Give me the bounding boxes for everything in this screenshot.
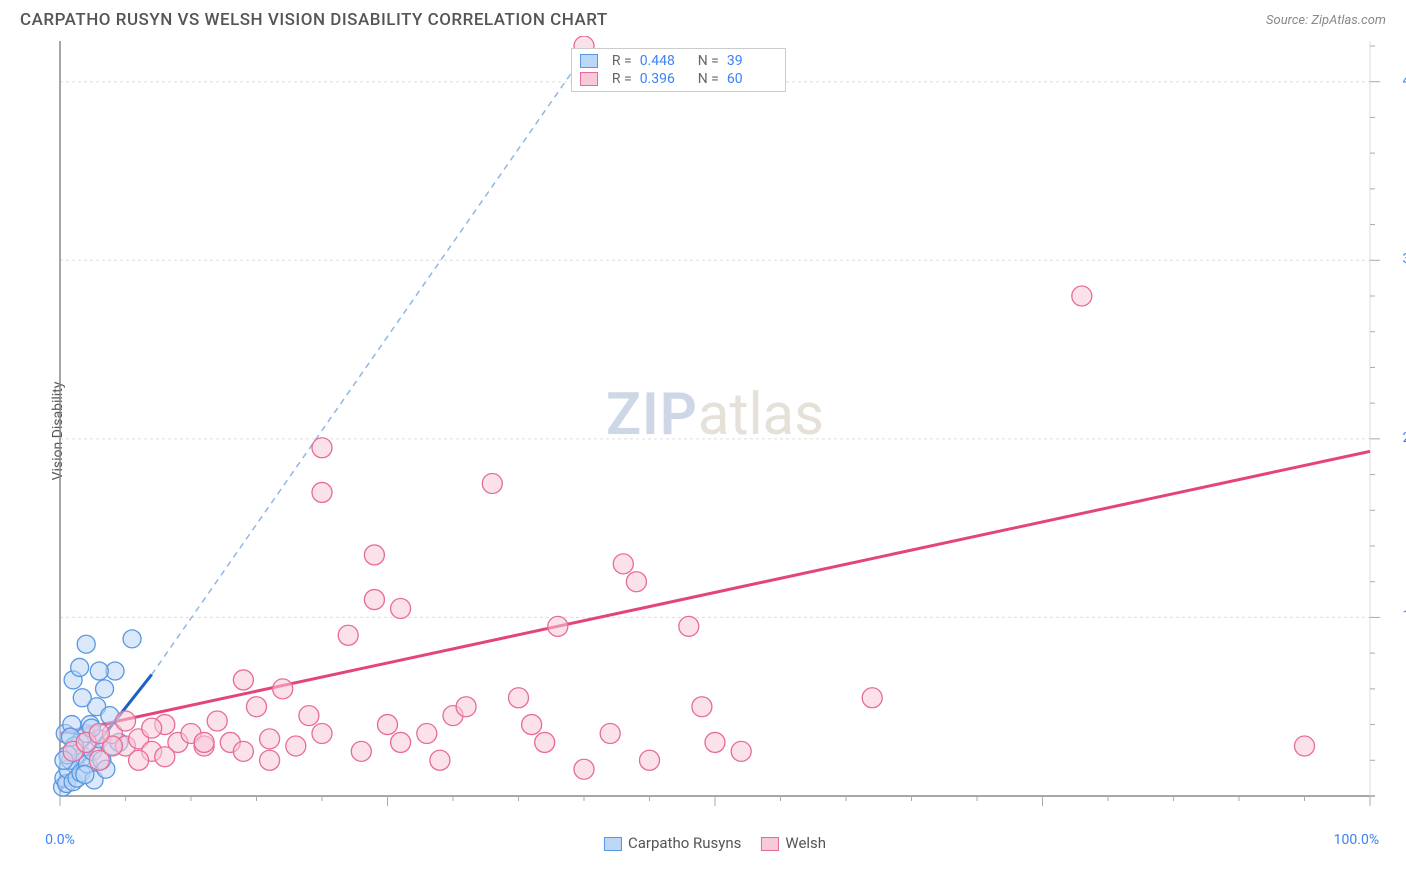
info-row: R = 0.396 N = 60	[580, 71, 777, 87]
legend-label: Carpatho Rusyns	[628, 834, 741, 852]
scatter-plot	[50, 36, 1380, 826]
r-value: 0.396	[640, 71, 690, 87]
y-tick-label: 10.0%	[1402, 608, 1406, 624]
chart-title: CARPATHO RUSYN VS WELSH VISION DISABILIT…	[20, 10, 608, 30]
legend-item: Carpatho Rusyns	[604, 834, 741, 852]
y-tick-label: 20.0%	[1402, 430, 1406, 446]
y-tick-label: 30.0%	[1402, 251, 1406, 267]
series-swatch	[761, 837, 779, 851]
n-value: 39	[727, 53, 777, 69]
bottom-legend: Carpatho Rusyns Welsh	[604, 834, 826, 852]
legend-label: Welsh	[785, 834, 826, 852]
x-tick-label: 0.0%	[45, 832, 75, 848]
info-row: R = 0.448 N = 39	[580, 53, 777, 69]
series-swatch	[580, 54, 598, 68]
series-swatch	[580, 72, 598, 86]
r-label: R =	[612, 71, 632, 87]
chart-container: Vision Disability ZIPatlas 10.0%20.0%30.…	[50, 36, 1380, 826]
correlation-info-box: R = 0.448 N = 39 R = 0.396 N = 60	[571, 48, 786, 92]
y-tick-label: 40.0%	[1402, 73, 1406, 89]
chart-header: CARPATHO RUSYN VS WELSH VISION DISABILIT…	[0, 0, 1406, 36]
n-value: 60	[727, 71, 777, 87]
legend-item: Welsh	[761, 834, 826, 852]
r-value: 0.448	[640, 53, 690, 69]
n-label: N =	[698, 53, 719, 69]
chart-source: Source: ZipAtlas.com	[1266, 13, 1386, 28]
r-label: R =	[612, 53, 632, 69]
x-tick-label: 100.0%	[1334, 832, 1379, 848]
series-swatch	[604, 837, 622, 851]
n-label: N =	[698, 71, 719, 87]
